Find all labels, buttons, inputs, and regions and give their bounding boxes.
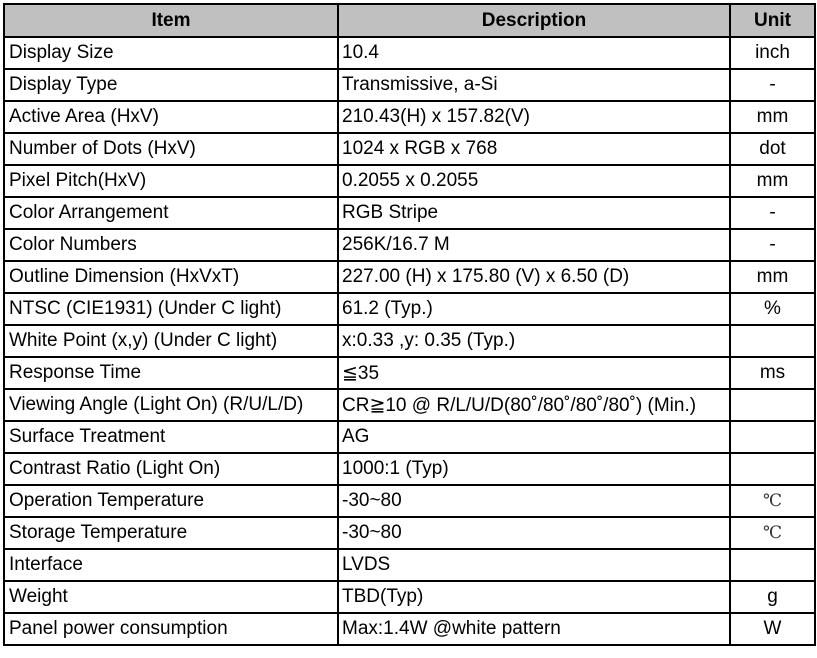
cell-item: Interface [3, 548, 339, 582]
table-row: Pixel Pitch(HxV) 0.2055 x 0.2055 mm [3, 164, 816, 198]
specifications-table: Item Description Unit Display Size 10.4 in… [3, 3, 816, 646]
cell-description: ≦35 [337, 356, 731, 390]
cell-item: Active Area (HxV) [3, 100, 339, 134]
cell-item: Contrast Ratio (Light On) [3, 452, 339, 486]
cell-item: Display Type [3, 68, 339, 102]
table-row: Operation Temperature -30~80 ℃ [3, 484, 816, 518]
cell-description: TBD(Typ) [337, 580, 731, 614]
cell-description: RGB Stripe [337, 196, 731, 230]
cell-unit: % [729, 292, 816, 326]
cell-item: Operation Temperature [3, 484, 339, 518]
table-row: Color Arrangement RGB Stripe - [3, 196, 816, 230]
cell-unit: - [729, 196, 816, 230]
cell-item: Pixel Pitch(HxV) [3, 164, 339, 198]
table-row: Surface Treatment AG [3, 420, 816, 454]
cell-description: 227.00 (H) x 175.80 (V) x 6.50 (D) [337, 260, 731, 294]
cell-unit: dot [729, 132, 816, 166]
cell-item: Viewing Angle (Light On) (R/U/L/D) [3, 388, 339, 422]
cell-description: -30~80 [337, 484, 731, 518]
cell-description: 1024 x RGB x 768 [337, 132, 731, 166]
cell-item: Outline Dimension (HxVxT) [3, 260, 339, 294]
cell-description: CR≧10 @ R/L/U/D(80˚/80˚/80˚/80˚) (Min.) [337, 388, 731, 422]
table-row: Viewing Angle (Light On) (R/U/L/D) CR≧10 … [3, 388, 816, 422]
cell-unit [729, 388, 816, 422]
table-row: Number of Dots (HxV) 1024 x RGB x 768 dot [3, 132, 816, 166]
cell-item: Color Arrangement [3, 196, 339, 230]
cell-item: White Point (x,y) (Under C light) [3, 324, 339, 358]
cell-unit: mm [729, 164, 816, 198]
cell-unit: g [729, 580, 816, 614]
header-unit: Unit [729, 3, 816, 38]
cell-description: 10.4 [337, 36, 731, 70]
cell-description: -30~80 [337, 516, 731, 550]
cell-item: Response Time [3, 356, 339, 390]
table-row: Color Numbers 256K/16.7 M- [3, 228, 816, 262]
cell-unit: - [729, 228, 816, 262]
cell-unit [729, 420, 816, 454]
cell-description: Max:1.4W @white pattern [337, 612, 731, 646]
cell-unit: inch [729, 36, 816, 70]
table-header-row: Item Description Unit [3, 3, 816, 38]
table-row: NTSC (CIE1931) (Under C light) 61.2 (Typ.… [3, 292, 816, 326]
cell-description: 61.2 (Typ.) [337, 292, 731, 326]
cell-description: 1000:1 (Typ) [337, 452, 731, 486]
cell-unit: ℃ [729, 516, 816, 550]
table-row: White Point (x,y) (Under C light) x:0.33 … [3, 324, 816, 358]
cell-unit [729, 324, 816, 358]
cell-item: Panel power consumption [3, 612, 339, 646]
table-row: Storage Temperature -30~80 ℃ [3, 516, 816, 550]
cell-item: NTSC (CIE1931) (Under C light) [3, 292, 339, 326]
header-description: Description [337, 3, 731, 38]
cell-unit: ms [729, 356, 816, 390]
cell-unit: - [729, 68, 816, 102]
cell-unit: W [729, 612, 816, 646]
cell-description: x:0.33 ,y: 0.35 (Typ.) [337, 324, 731, 358]
cell-description: 256K/16.7 M [337, 228, 731, 262]
cell-unit [729, 452, 816, 486]
table-row: Interface LVDS [3, 548, 816, 582]
header-item: Item [3, 3, 339, 38]
cell-description: LVDS [337, 548, 731, 582]
table-row: Weight TBD(Typ) g [3, 580, 816, 614]
cell-item: Storage Temperature [3, 516, 339, 550]
cell-unit: mm [729, 100, 816, 134]
cell-item: Display Size [3, 36, 339, 70]
table-row: Display Size 10.4 inch [3, 36, 816, 70]
table-row: Display Type Transmissive, a-Si - [3, 68, 816, 102]
cell-unit: mm [729, 260, 816, 294]
cell-unit: ℃ [729, 484, 816, 518]
cell-unit [729, 548, 816, 582]
cell-description: Transmissive, a-Si [337, 68, 731, 102]
table-row: Active Area (HxV) 210.43(H) x 157.82(V) mm [3, 100, 816, 134]
table-row: Panel power consumption Max:1.4W @white p… [3, 612, 816, 646]
table-row: Response Time ≦35 ms [3, 356, 816, 390]
cell-item: Surface Treatment [3, 420, 339, 454]
cell-description: 0.2055 x 0.2055 [337, 164, 731, 198]
cell-item: Weight [3, 580, 339, 614]
cell-description: AG [337, 420, 731, 454]
cell-item: Number of Dots (HxV) [3, 132, 339, 166]
cell-item: Color Numbers [3, 228, 339, 262]
table-row: Contrast Ratio (Light On) 1000:1 (Typ) [3, 452, 816, 486]
table-row: Outline Dimension (HxVxT) 227.00 (H) x 17… [3, 260, 816, 294]
cell-description: 210.43(H) x 157.82(V) [337, 100, 731, 134]
